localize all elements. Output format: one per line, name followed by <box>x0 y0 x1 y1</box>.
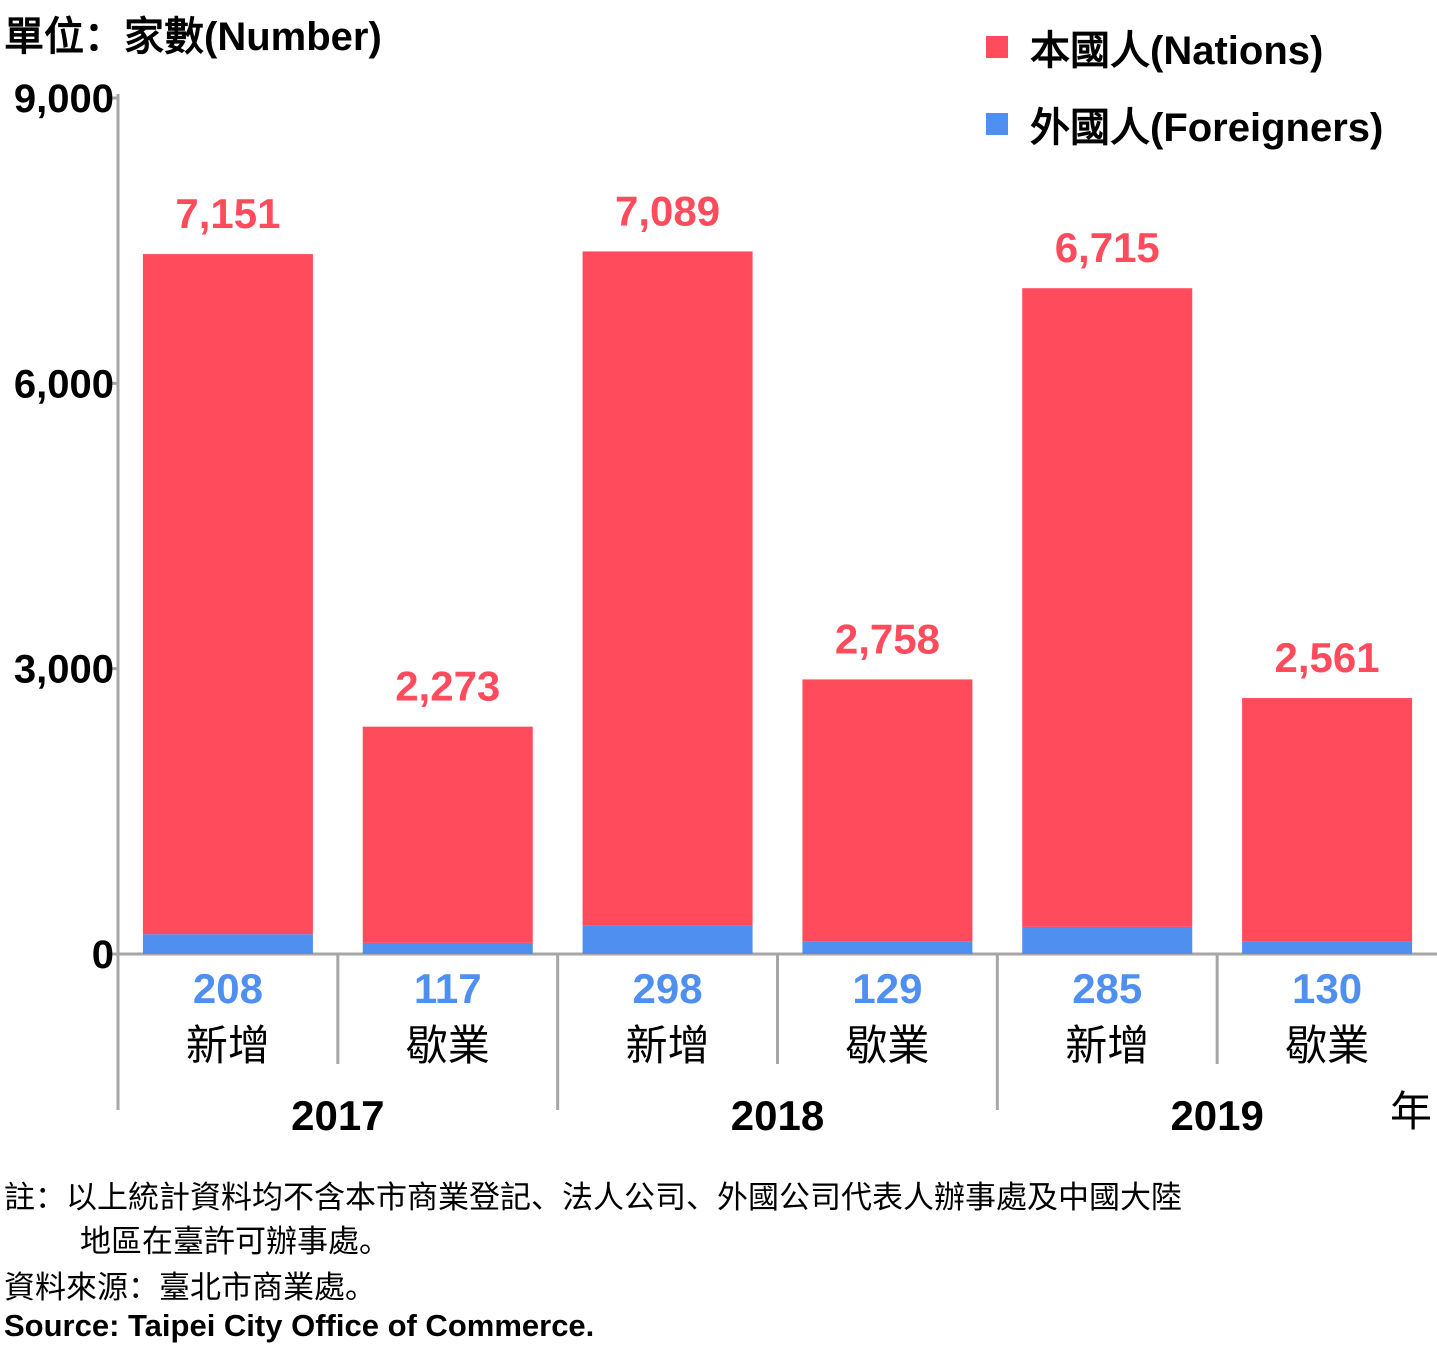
category-label: 歇業 <box>1285 1022 1369 1069</box>
bar-foreigners <box>362 942 533 954</box>
note-line-2: 地區在臺許可辦事處。 <box>80 1224 390 1259</box>
source-en: Source: Taipei City Office of Commerce. <box>4 1308 595 1343</box>
bar-nations <box>1022 288 1193 927</box>
legend-swatch-nations <box>986 36 1008 58</box>
stacked-bar-chart: 0 3,000 6,000 9,000 7,151 208 新增 2,273 117 歇業 7,08… <box>14 77 1437 1139</box>
bar-foreigners <box>1022 926 1193 954</box>
data-label-nations: 7,089 <box>615 187 720 234</box>
category-label: 新增 <box>186 1022 270 1069</box>
data-label-nations: 2,273 <box>395 663 500 710</box>
data-label-nations: 7,151 <box>175 190 280 237</box>
legend-label-nations: 本國人(Nations) <box>1030 29 1324 73</box>
bar-nations <box>142 254 313 935</box>
group-label: 2017 <box>291 1092 384 1139</box>
x-unit-label: 年 <box>1390 1088 1432 1135</box>
data-label-foreigners: 285 <box>1072 965 1142 1012</box>
bar-foreigners <box>802 941 973 954</box>
bar-nations <box>802 679 973 942</box>
legend-swatch-foreigners <box>986 113 1008 135</box>
data-label-foreigners: 298 <box>633 965 703 1012</box>
category-label: 歇業 <box>406 1022 490 1069</box>
group-label: 2019 <box>1170 1092 1263 1139</box>
data-label-foreigners: 117 <box>414 965 482 1012</box>
bar-nations <box>582 251 753 926</box>
unit-label: 單位：家數(Number) <box>4 15 382 59</box>
bar-nations <box>1242 698 1413 942</box>
legend-item-nations: 本國人(Nations) <box>986 18 1323 76</box>
note-line-1: 註：以上統計資料均不含本市商業登記、法人公司、外國公司代表人辦事處及中國大陸 <box>4 1180 1182 1215</box>
category-label: 新增 <box>1065 1022 1149 1069</box>
category-label: 歇業 <box>845 1022 929 1069</box>
bar-foreigners <box>1242 941 1413 954</box>
category-label: 新增 <box>626 1022 710 1069</box>
data-label-foreigners: 130 <box>1292 965 1362 1012</box>
y-tick-label: 6,000 <box>14 362 114 406</box>
data-label-nations: 2,561 <box>1275 634 1380 681</box>
data-label-foreigners: 129 <box>852 965 922 1012</box>
legend-item-foreigners: 外國人(Foreigners) <box>986 95 1383 153</box>
data-label-foreigners: 208 <box>193 965 263 1012</box>
group-label: 2018 <box>731 1092 824 1139</box>
legend-label-foreigners: 外國人(Foreigners) <box>1030 106 1384 150</box>
y-tick-label: 9,000 <box>14 77 114 121</box>
y-tick-label: 0 <box>92 933 114 977</box>
bar-nations <box>362 726 533 943</box>
data-label-nations: 2,758 <box>835 615 940 662</box>
y-tick-label: 3,000 <box>14 648 114 692</box>
bar-foreigners <box>142 934 313 954</box>
bar-foreigners <box>582 925 753 954</box>
data-label-nations: 6,715 <box>1055 224 1160 271</box>
source-zh: 資料來源：臺北市商業處。 <box>4 1270 376 1305</box>
